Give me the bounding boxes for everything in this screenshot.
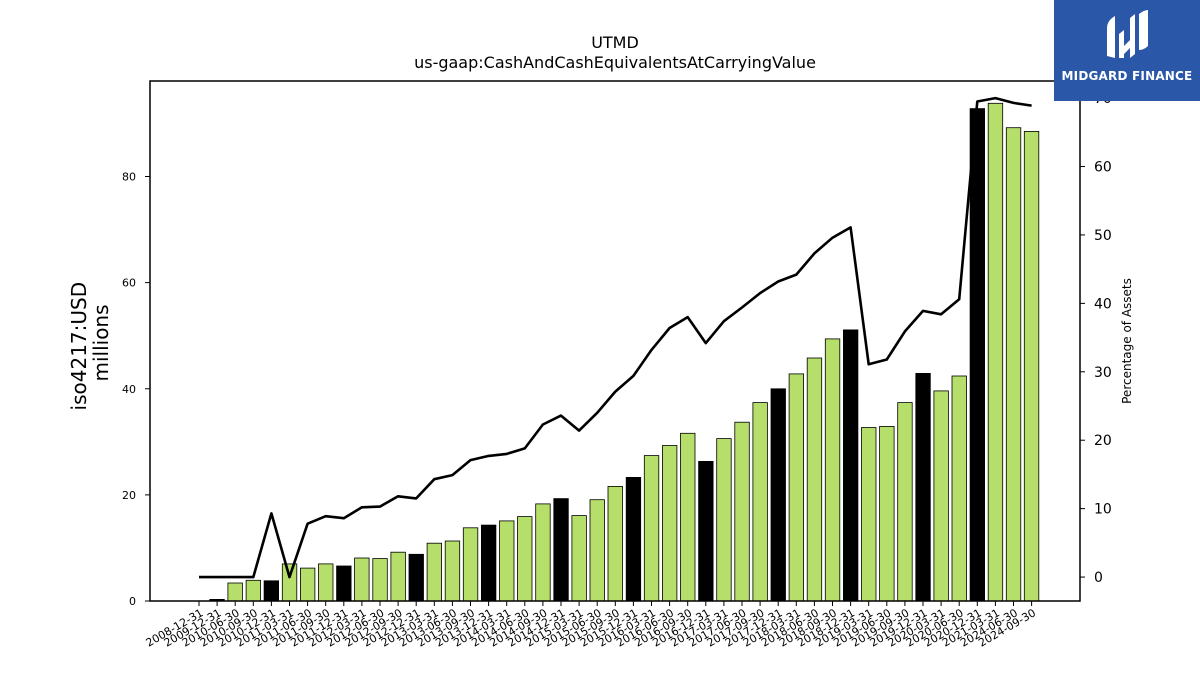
bar-2010-06-30 [227,582,243,602]
bar-2021-03-31 [987,102,1004,602]
bar-2024-06-30 [1005,127,1022,602]
bar-2011-06-30 [299,567,316,602]
y2-tick-label: 0 [1094,570,1103,586]
y-tick-label: 0 [129,595,136,608]
bar-2017-06-30 [734,421,750,602]
y2-tick-label: 30 [1094,365,1112,381]
bar-2018-03-31 [788,373,804,602]
bar-2018-12-31 [843,329,859,602]
bar-2019-12-31 [915,372,931,602]
bar-2013-03-31 [426,542,443,602]
y2-tick-label: 50 [1094,228,1112,244]
percent-of-assets-line [199,96,1032,579]
bar-2011-09-30 [318,563,334,602]
y-tick-label: 60 [122,277,136,290]
bar-2010-12-31 [263,580,280,602]
chart-title: UTMD [591,33,639,52]
bar-2013-06-30 [444,540,461,602]
y2-tick-label: 40 [1094,296,1112,312]
bar-2013-09-30 [462,527,479,602]
y2-axis-label: Percentage of Assets [1120,278,1134,404]
brand-name: MIDGARD FINANCE [1061,69,1193,83]
bar-2018-09-30 [824,338,841,602]
bar-2014-12-31 [553,498,569,602]
bar-2016-12-31 [698,460,714,602]
x-axis: 2008-12-312009-12-312010-06-302010-09-30… [144,601,1038,650]
chart-subtitle: us-gaap:CashAndCashEquivalentsAtCarrying… [414,53,816,72]
bar-series [209,102,1040,602]
y-axis-label: iso4217:USD millions [67,276,113,411]
bar-2016-03-31 [643,455,660,602]
bar-2015-06-30 [589,499,605,602]
bar-2020-06-30 [951,375,967,602]
bar-2019-09-30 [897,402,913,602]
bar-2016-06-30 [662,445,678,602]
y2-tick-label: 10 [1094,502,1112,518]
bar-2018-06-30 [806,357,823,602]
bar-2011-12-31 [336,565,352,602]
bar-2017-09-30 [752,402,768,602]
bar-2015-09-30 [607,485,623,602]
bar-2012-06-30 [372,558,388,602]
y-axis-label-line2: millions [89,304,113,381]
y-tick-label: 80 [122,171,136,184]
y-tick-label: 40 [122,383,136,396]
y2-tick-label: 60 [1094,160,1112,176]
bar-2012-12-31 [408,553,424,602]
y-axis-label-line1: iso4217:USD [67,282,91,411]
y2-tick-label: 20 [1094,433,1112,449]
bar-2024-09-30 [1023,130,1040,602]
bar-2017-12-31 [770,388,786,602]
bar-2014-06-30 [517,516,533,602]
bar-2017-03-31 [716,438,732,602]
bar-2012-03-31 [354,557,370,602]
bar-2020-12-31 [969,108,985,602]
bar-2015-12-31 [625,476,642,602]
y2-axis: 010203040506070 [1080,91,1112,586]
brand-logo: MIDGARD FINANCE [1054,0,1200,101]
midgard-logo-icon [1107,10,1148,58]
y-tick-label: 20 [122,489,136,502]
bar-2010-09-30 [245,579,262,602]
bar-2013-12-31 [480,524,497,602]
bar-2014-09-30 [535,503,551,602]
bar-2019-03-31 [861,427,877,602]
bar-2014-03-31 [499,520,515,602]
bar-2020-03-31 [933,390,949,602]
bar-2011-03-31 [281,563,298,602]
bar-2019-06-30 [879,425,895,602]
bar-2015-03-31 [571,515,587,602]
bar-2016-09-30 [680,432,696,602]
bar-2012-09-30 [390,551,406,602]
y-axis: 0 20 40 60 80 [122,171,150,608]
